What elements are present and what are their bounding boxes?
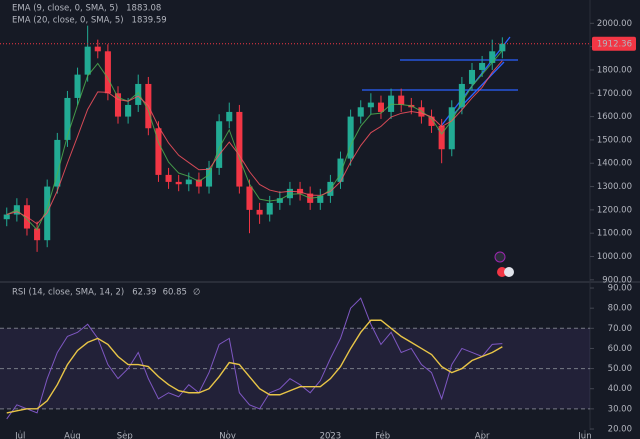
candle-body xyxy=(155,128,162,175)
legend-value: 60.85 xyxy=(163,288,187,298)
candle-body xyxy=(114,93,122,117)
legend-value: 1839.59 xyxy=(132,16,167,26)
x-tick-label: Sep xyxy=(117,432,133,439)
y-tick-label: 1300.00 xyxy=(597,182,632,192)
y-tick-label: 30.00 xyxy=(608,404,632,414)
candle-body xyxy=(266,202,273,215)
drawings xyxy=(362,36,518,131)
event-icon xyxy=(497,267,507,277)
candle-body xyxy=(479,62,486,70)
candle-body xyxy=(256,209,263,215)
event-icon xyxy=(494,251,506,263)
candle-body xyxy=(367,102,374,108)
candle-body xyxy=(195,179,202,187)
price-label: 1912.36 xyxy=(597,39,632,49)
y-tick-label: 70.00 xyxy=(608,324,632,334)
y-tick-label: 1600.00 xyxy=(597,112,632,122)
y-tick-label: 60.00 xyxy=(608,344,632,354)
candle-body xyxy=(135,83,142,105)
legend-label: RSI (14, close, SMA, 14, 2) xyxy=(12,288,124,298)
price-label-box xyxy=(592,36,636,51)
candle-body xyxy=(468,69,476,84)
candle-body xyxy=(226,111,233,122)
legend-label: EMA (20, close, 0, SMA, 5) xyxy=(12,16,124,26)
candle-body xyxy=(489,51,496,63)
candle-body xyxy=(377,102,385,112)
candle-body xyxy=(3,214,10,220)
candle-body xyxy=(175,181,182,185)
candle-body xyxy=(337,158,344,182)
candle-body xyxy=(398,95,405,105)
candle-body xyxy=(205,167,213,187)
candle-body xyxy=(458,83,465,108)
candle-body xyxy=(94,46,101,52)
x-tick-label: 2023 xyxy=(320,432,342,439)
rsi-line xyxy=(6,297,503,420)
ema-line xyxy=(6,60,503,225)
candle-body xyxy=(74,74,81,98)
y-tick-label: 50.00 xyxy=(608,364,632,374)
candle-body xyxy=(34,228,41,241)
legend-value: 62.39 xyxy=(132,288,156,298)
x-tick-label: Apr xyxy=(475,432,490,439)
y-tick-label: 90.00 xyxy=(608,284,632,294)
trend-line xyxy=(449,61,505,119)
y-tick-label: 2000.00 xyxy=(597,19,632,29)
legend-label: EMA (9, close, 0, SMA, 5) xyxy=(12,4,118,14)
x-tick-label: Aug xyxy=(64,432,81,439)
candle-body xyxy=(216,121,223,168)
event-icons xyxy=(494,251,514,277)
y-tick-label: 1200.00 xyxy=(597,205,632,215)
candle-body xyxy=(246,186,253,210)
candle-body xyxy=(448,107,455,150)
x-tick-label: Jun xyxy=(577,432,591,439)
candle-body xyxy=(54,139,61,187)
x-tick-label: Feb xyxy=(375,432,390,439)
candle-body xyxy=(185,179,192,185)
candle-body xyxy=(104,51,111,94)
candle-body xyxy=(347,116,354,159)
candle-body xyxy=(236,111,243,187)
candle-body xyxy=(286,188,293,199)
y-tick-label: 20.00 xyxy=(608,424,632,434)
y-tick-label: 1500.00 xyxy=(597,135,632,145)
legend-value: 1883.08 xyxy=(126,4,161,14)
event-icon xyxy=(504,267,514,277)
y-tick-label: 1000.00 xyxy=(597,252,632,262)
y-tick-label: 1100.00 xyxy=(597,229,632,239)
candle-body xyxy=(84,46,91,75)
candle-body xyxy=(418,107,425,117)
candle-body xyxy=(317,195,324,203)
legend-symbol: ∅ xyxy=(193,288,200,298)
x-tick-label: Nov xyxy=(219,432,236,439)
y-tick-label: 40.00 xyxy=(608,384,632,394)
candle-body xyxy=(297,188,304,194)
x-tick-label: Jul xyxy=(14,432,25,439)
candle-body xyxy=(438,125,445,150)
ema-line xyxy=(6,50,503,231)
y-tick-label: 80.00 xyxy=(608,304,632,314)
candle-body xyxy=(357,107,364,117)
y-tick-label: 1400.00 xyxy=(597,159,632,169)
candle-body xyxy=(428,116,435,126)
rsi-line xyxy=(6,319,503,414)
candle-body xyxy=(64,97,71,140)
y-tick-label: 1700.00 xyxy=(597,89,632,99)
candle-body xyxy=(125,104,132,117)
candle-body xyxy=(499,43,506,52)
y-tick-label: 900.00 xyxy=(602,275,632,285)
candle-body xyxy=(276,198,283,203)
candle-body xyxy=(165,174,172,182)
y-tick-label: 1800.00 xyxy=(597,65,632,75)
